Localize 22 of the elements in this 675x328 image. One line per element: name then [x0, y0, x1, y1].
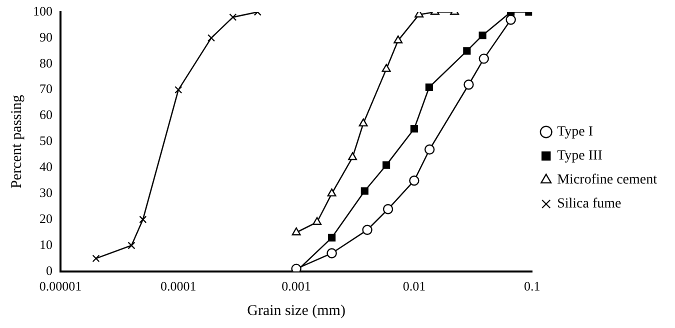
y-tick-label: 40	[40, 159, 52, 174]
y-tick-label: 20	[40, 210, 52, 226]
y-tick-label: 80	[40, 55, 52, 70]
y-tick-label: 10	[40, 236, 52, 252]
y-tick-label: 100	[33, 3, 52, 18]
y-tick-label: 60	[40, 107, 52, 122]
y-tick-label: 50	[40, 133, 52, 148]
y-tick-label: 90	[40, 29, 52, 44]
y-tick-label: 70	[40, 81, 52, 96]
y-tick-label: 30	[40, 185, 52, 200]
x-axis-title: Grain size (mm)	[247, 302, 346, 319]
y-tick-label: 0	[46, 262, 52, 278]
legend-label: Type I	[557, 124, 594, 140]
x-tick-label: 0.0001	[160, 278, 196, 294]
legend-label: Microfine cement	[557, 172, 658, 188]
legend-label: Silica fume	[557, 196, 622, 212]
legend-label: Type III	[557, 148, 603, 164]
y-axis-title: Percent passing	[8, 94, 25, 189]
x-tick-label: 0.1	[524, 278, 540, 294]
x-tick-label: 0.01	[402, 278, 426, 294]
x-tick-label: 0.00001	[39, 278, 82, 294]
x-tick-label: 0.001	[282, 278, 311, 294]
